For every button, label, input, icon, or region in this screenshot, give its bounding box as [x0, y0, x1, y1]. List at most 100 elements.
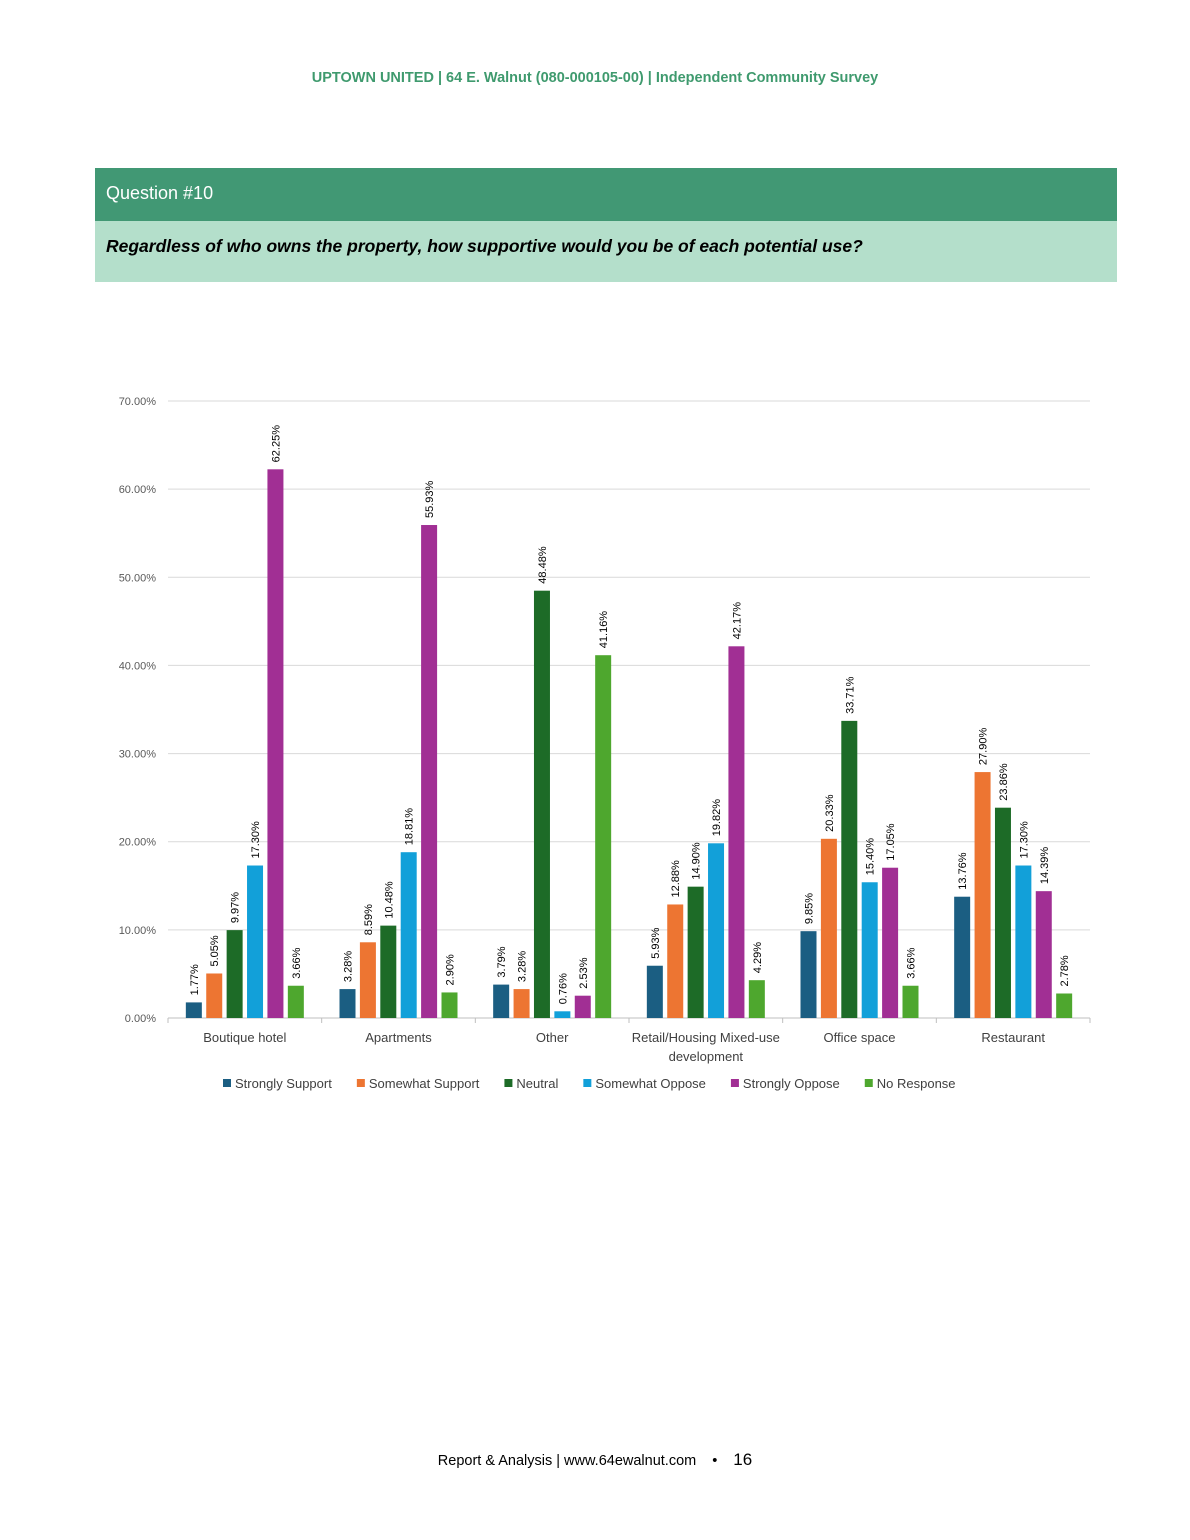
- report-header: UPTOWN UNITED | 64 E. Walnut (080-000105…: [311, 70, 879, 86]
- bar: [708, 843, 725, 1018]
- data-label: 17.30%: [250, 821, 262, 859]
- bar: [400, 852, 417, 1018]
- data-label: 27.90%: [978, 728, 990, 766]
- data-label: 20.33%: [824, 794, 836, 832]
- bar: [1035, 891, 1052, 1018]
- bar: [667, 904, 684, 1018]
- data-label: 9.97%: [230, 892, 242, 923]
- bar: [359, 942, 376, 1018]
- bar: [994, 807, 1011, 1018]
- data-label: 3.66%: [291, 947, 303, 978]
- legend-label: Strongly Support: [235, 1076, 332, 1091]
- grouped-bar-chart: 0.00% 10.00% 20.00% 30.00% 40.00% 50.00% 60.00…: [119, 396, 1091, 1091]
- bar: [820, 838, 837, 1018]
- y-tick-label: 0.00%: [125, 1013, 156, 1025]
- bar: [421, 525, 438, 1018]
- legend-swatch: [504, 1079, 513, 1087]
- data-label: 17.30%: [1018, 821, 1030, 859]
- y-tick-label: 60.00%: [119, 484, 157, 496]
- legend-swatch: [583, 1079, 592, 1087]
- data-label: 3.66%: [906, 947, 918, 978]
- page-number: 16: [733, 1450, 753, 1469]
- legend-swatch: [864, 1079, 873, 1087]
- data-label: 42.17%: [731, 602, 743, 640]
- bar: [339, 989, 356, 1018]
- data-label: 4.29%: [752, 942, 764, 973]
- legend-label: Somewhat Support: [369, 1076, 480, 1091]
- category-label: development: [669, 1049, 744, 1064]
- y-tick-label: 50.00%: [119, 572, 157, 584]
- data-label: 9.85%: [804, 893, 816, 924]
- bar: [533, 590, 550, 1018]
- y-tick-label: 30.00%: [119, 749, 157, 761]
- bar: [554, 1011, 571, 1018]
- data-label: 17.05%: [885, 823, 897, 861]
- y-tick-label: 20.00%: [119, 837, 157, 849]
- bar: [380, 925, 397, 1018]
- bar: [226, 930, 243, 1018]
- data-label: 18.81%: [404, 808, 416, 846]
- legend-label: No Response: [877, 1076, 956, 1091]
- question-text: Regardless of who owns the property, how…: [95, 221, 1117, 282]
- legend-label: Neutral: [516, 1076, 558, 1091]
- bar: [493, 984, 510, 1018]
- data-label: 12.88%: [670, 860, 682, 898]
- legend-label: Strongly Oppose: [743, 1076, 840, 1091]
- bar: [646, 965, 663, 1018]
- data-label: 23.86%: [998, 763, 1010, 801]
- category-label: Retail/Housing Mixed-use: [632, 1030, 780, 1045]
- legend-label: Somewhat Oppose: [595, 1076, 706, 1091]
- bar: [728, 646, 745, 1018]
- category-label: Apartments: [365, 1030, 432, 1045]
- bar: [954, 896, 971, 1018]
- legend-swatch: [730, 1079, 739, 1087]
- bar: [185, 1002, 202, 1018]
- legend-swatch: [356, 1079, 365, 1087]
- footer-separator: •: [712, 1453, 718, 1469]
- bar: [861, 882, 878, 1018]
- bar: [513, 989, 530, 1018]
- legend-swatch: [223, 1079, 231, 1087]
- footer: Report & Analysis | www.64ewalnut.com • 16: [0, 1450, 1190, 1470]
- bar: [882, 867, 899, 1018]
- bar: [1015, 865, 1032, 1018]
- data-label: 14.90%: [691, 842, 703, 880]
- bar: [267, 469, 284, 1018]
- data-label: 62.25%: [270, 425, 282, 463]
- bar: [974, 772, 991, 1018]
- data-label: 3.79%: [496, 946, 508, 977]
- data-label: 8.59%: [363, 904, 375, 935]
- data-label: 48.48%: [537, 546, 549, 584]
- data-label: 2.53%: [578, 957, 590, 988]
- category-label: Restaurant: [981, 1030, 1045, 1045]
- data-label: 0.76%: [557, 973, 569, 1004]
- bar: [206, 973, 223, 1018]
- data-label: 1.77%: [189, 964, 201, 995]
- data-label: 19.82%: [711, 799, 723, 837]
- bar: [287, 985, 304, 1018]
- bar: [441, 992, 458, 1018]
- bar: [595, 655, 612, 1018]
- data-label: 3.28%: [343, 951, 355, 982]
- data-label: 13.76%: [957, 852, 969, 890]
- bar: [687, 886, 704, 1018]
- data-label: 5.05%: [209, 935, 221, 966]
- bar: [902, 985, 919, 1018]
- bar: [247, 865, 264, 1018]
- data-label: 3.28%: [517, 951, 529, 982]
- data-label: 15.40%: [865, 838, 877, 876]
- y-tick-label: 40.00%: [119, 660, 157, 672]
- data-label: 41.16%: [598, 611, 610, 649]
- footer-text: Report & Analysis | www.64ewalnut.com: [437, 1453, 697, 1469]
- y-tick-label: 10.00%: [119, 925, 157, 937]
- y-tick-label: 70.00%: [119, 396, 157, 408]
- bar: [800, 931, 817, 1018]
- category-label: Other: [536, 1030, 569, 1045]
- data-label: 10.48%: [383, 881, 395, 919]
- data-label: 33.71%: [844, 676, 856, 714]
- data-label: 5.93%: [650, 927, 662, 958]
- category-label: Office space: [823, 1030, 895, 1045]
- bar: [748, 980, 765, 1018]
- question-number: Question #10: [95, 168, 1117, 221]
- category-label: Boutique hotel: [203, 1030, 286, 1045]
